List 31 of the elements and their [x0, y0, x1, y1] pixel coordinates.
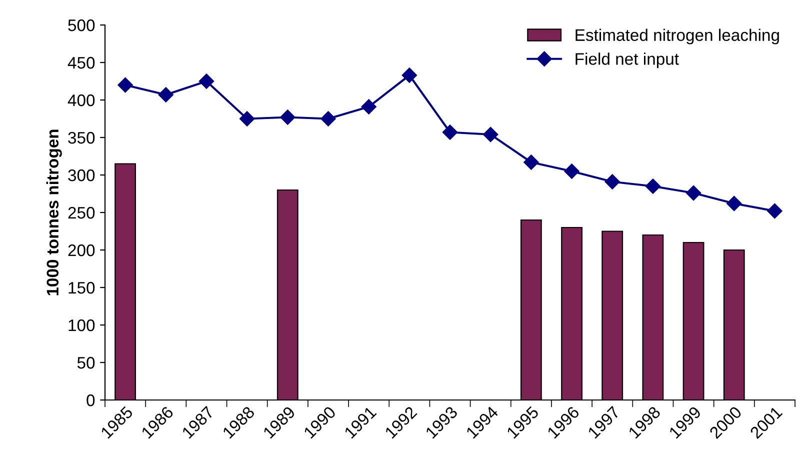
point — [442, 124, 458, 140]
y-tick-label: 250 — [68, 206, 95, 219]
y-tick-label: 200 — [68, 244, 95, 256]
y-tick-label: 350 — [68, 132, 95, 144]
y-tick-label: 500 — [68, 19, 95, 32]
y-tick-label: 50 — [77, 356, 95, 369]
point — [483, 126, 498, 142]
y-tick-label: 0 — [86, 394, 95, 406]
point — [158, 87, 174, 102]
y-tick-label: 300 — [68, 169, 95, 182]
point — [686, 185, 702, 201]
point — [280, 110, 296, 125]
point — [604, 174, 620, 190]
point — [564, 164, 580, 179]
point — [524, 154, 539, 170]
y-axis-title: 1000 tonnes nitrogen — [46, 130, 62, 296]
y-tick-label: 100 — [68, 319, 95, 332]
point — [198, 74, 214, 89]
legend-label: Estimated nitrogen leaching — [576, 28, 779, 44]
point — [645, 178, 661, 194]
point — [239, 111, 255, 126]
point — [402, 68, 417, 83]
point — [320, 111, 336, 126]
point — [361, 99, 376, 114]
point — [118, 77, 133, 93]
legend-label: Field net input — [576, 52, 679, 68]
y-tick-label: 450 — [68, 56, 95, 69]
point — [767, 203, 782, 219]
y-tick-label: 150 — [68, 282, 95, 294]
y-tick-label: 400 — [68, 94, 95, 106]
point — [726, 196, 742, 212]
